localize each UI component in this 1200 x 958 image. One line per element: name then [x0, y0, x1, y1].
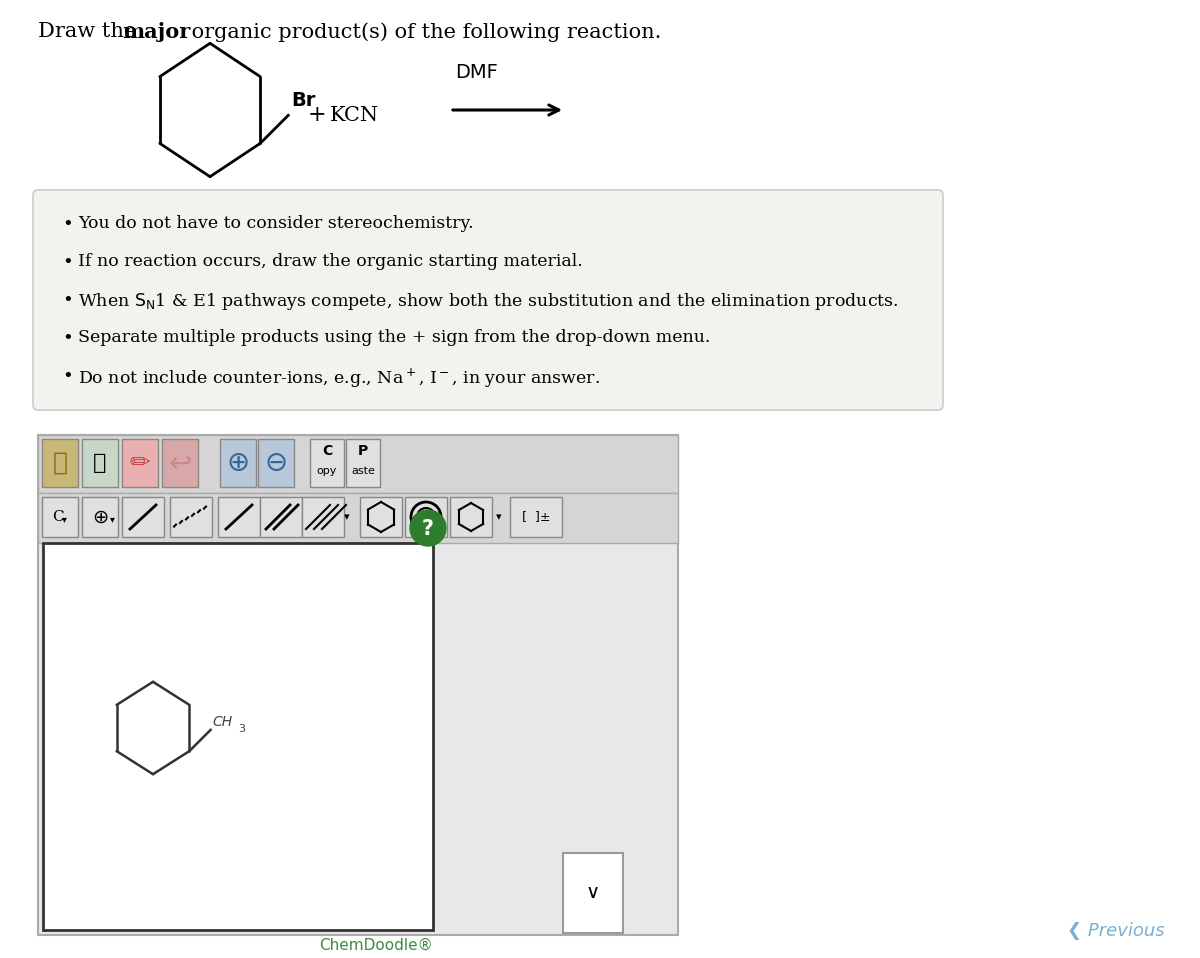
- Bar: [82, 439, 118, 487]
- Text: If no reaction occurs, draw the organic starting material.: If no reaction occurs, draw the organic …: [78, 253, 583, 270]
- Text: ▾: ▾: [110, 514, 115, 524]
- FancyBboxPatch shape: [34, 190, 943, 410]
- Text: ▾: ▾: [344, 512, 349, 522]
- Text: ✏: ✏: [130, 451, 150, 475]
- Text: •: •: [62, 215, 73, 233]
- Text: P: P: [358, 444, 368, 458]
- Bar: [510, 497, 562, 537]
- Text: ✋: ✋: [53, 451, 67, 475]
- Bar: [346, 439, 380, 487]
- Bar: [82, 497, 118, 537]
- Circle shape: [410, 510, 446, 546]
- Text: aste: aste: [352, 466, 374, 476]
- Text: 📋: 📋: [94, 453, 107, 473]
- Bar: [162, 439, 198, 487]
- Text: Draw the: Draw the: [38, 22, 143, 41]
- Bar: [258, 439, 294, 487]
- Bar: [450, 497, 492, 537]
- Text: •: •: [62, 329, 73, 347]
- Text: Separate multiple products using the + sign from the drop-down menu.: Separate multiple products using the + s…: [78, 329, 710, 346]
- Bar: [406, 497, 446, 537]
- Bar: [42, 439, 78, 487]
- Text: ⊕: ⊕: [92, 508, 108, 527]
- Text: +: +: [308, 104, 326, 126]
- Bar: [302, 497, 344, 537]
- Bar: [122, 497, 164, 537]
- Text: KCN: KCN: [330, 105, 379, 125]
- Text: ↩: ↩: [168, 449, 192, 477]
- Bar: [310, 439, 344, 487]
- Bar: [38, 435, 678, 493]
- Text: Br: Br: [292, 91, 316, 110]
- Text: •: •: [62, 253, 73, 271]
- Bar: [42, 497, 78, 537]
- Text: opy: opy: [317, 466, 337, 476]
- Text: ?: ?: [422, 519, 434, 539]
- Text: C: C: [52, 510, 64, 524]
- Text: C: C: [322, 444, 332, 458]
- Text: Do not include counter-ions, e.g., Na$^+$, I$^-$, in your answer.: Do not include counter-ions, e.g., Na$^+…: [78, 367, 600, 390]
- Text: major: major: [122, 22, 191, 42]
- Bar: [170, 497, 212, 537]
- Bar: [220, 439, 256, 487]
- Text: DMF: DMF: [455, 63, 498, 82]
- Text: CH: CH: [212, 715, 233, 729]
- Text: [  ]±: [ ]±: [522, 511, 551, 523]
- Text: •: •: [62, 367, 73, 385]
- Text: ⊕: ⊕: [227, 449, 250, 477]
- Text: organic product(s) of the following reaction.: organic product(s) of the following reac…: [185, 22, 661, 41]
- Text: ❮ Previous: ❮ Previous: [1067, 922, 1165, 940]
- Text: ▾: ▾: [496, 512, 502, 522]
- Bar: [122, 439, 158, 487]
- Bar: [563, 853, 623, 933]
- Text: ChemDoodle®: ChemDoodle®: [319, 938, 433, 953]
- Text: ∨: ∨: [586, 883, 600, 902]
- Bar: [260, 497, 302, 537]
- Text: ⊖: ⊖: [264, 449, 288, 477]
- Bar: [43, 543, 433, 930]
- Text: ▾: ▾: [62, 514, 67, 524]
- Bar: [360, 497, 402, 537]
- FancyArrowPatch shape: [452, 105, 559, 115]
- Bar: [218, 497, 260, 537]
- Text: You do not have to consider stereochemistry.: You do not have to consider stereochemis…: [78, 215, 474, 232]
- Text: When $\mathrm{S_N}$1 & E1 pathways compete, show both the substitution and the e: When $\mathrm{S_N}$1 & E1 pathways compe…: [78, 291, 899, 312]
- Text: •: •: [62, 291, 73, 309]
- Bar: [38, 493, 678, 543]
- Text: 3: 3: [239, 724, 246, 734]
- Bar: [38, 435, 678, 935]
